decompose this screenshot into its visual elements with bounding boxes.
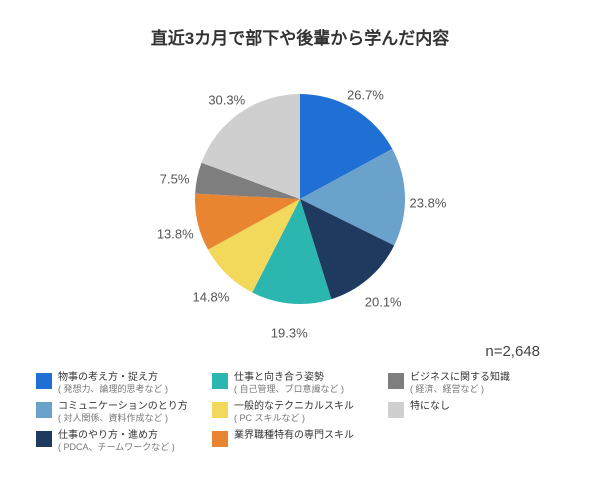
- legend-item: 仕事と向き合う姿勢( 自己管理、プロ意識など ): [212, 372, 388, 395]
- legend-label: 物事の考え方・捉え方: [58, 372, 168, 384]
- legend-item: ビジネスに関する知識( 経済、経営など ): [388, 372, 564, 395]
- legend-swatch: [36, 373, 52, 389]
- legend-item: 仕事のやり方・進め方( PDCA、チームワークなど ): [36, 430, 212, 453]
- legend-text: 業界職種特有の専門スキル: [234, 430, 354, 442]
- legend-sublabel: ( PC スキルなど ): [234, 413, 354, 424]
- legend-swatch: [212, 431, 228, 447]
- slice-percent-label: 14.8%: [192, 289, 229, 304]
- legend-sublabel: ( 発想力、論理的思考など ): [58, 384, 168, 395]
- legend-text: 仕事のやり方・進め方( PDCA、チームワークなど ): [58, 430, 175, 453]
- pie-svg: [195, 94, 405, 304]
- pie-chart: 26.7% 23.8% 20.1% 19.3% 14.8% 13.8% 7.5% 30.3%: [0, 49, 600, 349]
- legend-text: 仕事と向き合う姿勢( 自己管理、プロ意識など ): [234, 372, 344, 395]
- chart-title: 直近3カ月で部下や後輩から学んだ内容: [0, 0, 600, 49]
- legend-text: コミュニケーションのとり方( 対人関係、資料作成など ): [58, 401, 188, 424]
- legend-item: 一般的なテクニカルスキル( PC スキルなど ): [212, 401, 388, 424]
- slice-percent-label: 30.3%: [208, 93, 245, 108]
- legend-label: 一般的なテクニカルスキル: [234, 401, 354, 413]
- legend-swatch: [388, 402, 404, 418]
- legend-text: 特になし: [410, 401, 450, 413]
- legend-swatch: [212, 402, 228, 418]
- legend-sublabel: ( 経済、経営など ): [410, 384, 510, 395]
- legend-text: 物事の考え方・捉え方( 発想力、論理的思考など ): [58, 372, 168, 395]
- slice-percent-label: 7.5%: [160, 172, 190, 187]
- legend-item: 物事の考え方・捉え方( 発想力、論理的思考など ): [36, 372, 212, 395]
- legend-swatch: [36, 431, 52, 447]
- legend-sublabel: ( 自己管理、プロ意識など ): [234, 384, 344, 395]
- legend: 物事の考え方・捉え方( 発想力、論理的思考など ) 仕事と向き合う姿勢( 自己管理…: [0, 360, 600, 452]
- legend-text: ビジネスに関する知識( 経済、経営など ): [410, 372, 510, 395]
- slice-percent-label: 26.7%: [347, 87, 384, 102]
- legend-item: 業界職種特有の専門スキル: [212, 430, 388, 453]
- legend-label: 仕事と向き合う姿勢: [234, 372, 344, 384]
- legend-sublabel: ( 対人関係、資料作成など ): [58, 413, 188, 424]
- legend-label: ビジネスに関する知識: [410, 372, 510, 384]
- legend-swatch: [388, 373, 404, 389]
- legend-sublabel: ( PDCA、チームワークなど ): [58, 442, 175, 453]
- legend-item: 特になし: [388, 401, 564, 424]
- legend-label: 特になし: [410, 401, 450, 413]
- slice-percent-label: 23.8%: [410, 195, 447, 210]
- slice-percent-label: 13.8%: [157, 226, 194, 241]
- slice-percent-label: 20.1%: [365, 295, 402, 310]
- legend-swatch: [36, 402, 52, 418]
- legend-item: コミュニケーションのとり方( 対人関係、資料作成など ): [36, 401, 212, 424]
- legend-swatch: [212, 373, 228, 389]
- legend-label: 業界職種特有の専門スキル: [234, 430, 354, 442]
- slice-percent-label: 19.3%: [271, 325, 308, 340]
- legend-label: コミュニケーションのとり方: [58, 401, 188, 413]
- legend-label: 仕事のやり方・進め方: [58, 430, 175, 442]
- legend-text: 一般的なテクニカルスキル( PC スキルなど ): [234, 401, 354, 424]
